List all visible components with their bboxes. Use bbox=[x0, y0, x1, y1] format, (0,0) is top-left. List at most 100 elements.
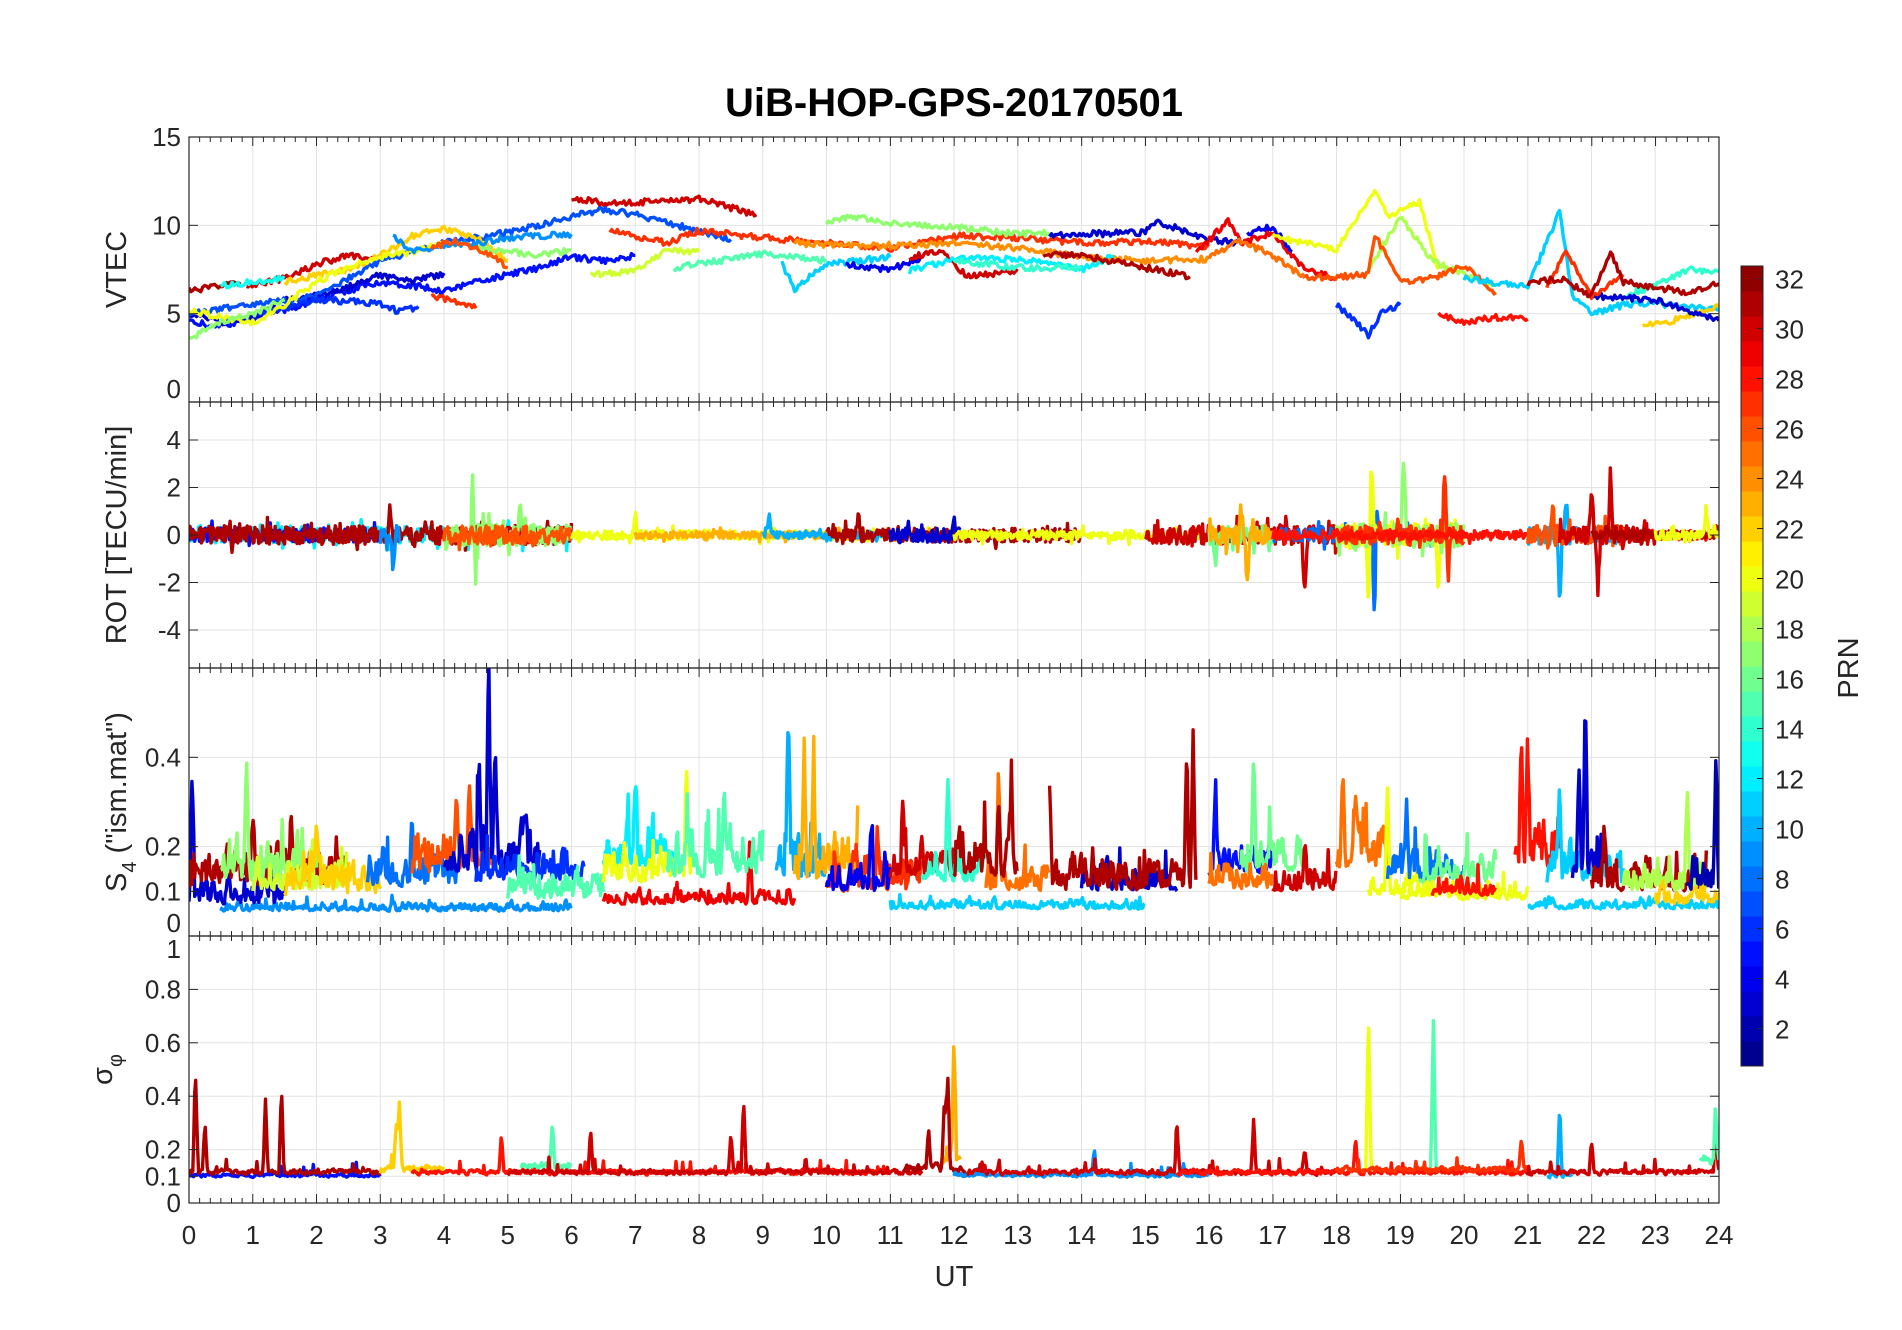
x-tick-label: 5 bbox=[501, 1220, 515, 1250]
colorbar-swatch-prn-11 bbox=[1741, 791, 1763, 817]
colorbar-swatch-prn-9 bbox=[1741, 841, 1763, 867]
series-line-prn-25 bbox=[1334, 778, 1389, 869]
y-axis-label-s4: S4 ("ism.mat") bbox=[101, 712, 141, 892]
colorbar-tick-label: 6 bbox=[1775, 915, 1789, 945]
y-tick-label: 0.4 bbox=[145, 1081, 181, 1111]
x-tick-label: 15 bbox=[1131, 1220, 1160, 1250]
series-line-prn-11 bbox=[1527, 895, 1719, 911]
series-group bbox=[189, 1019, 1719, 1180]
colorbar-tick-label: 14 bbox=[1775, 715, 1804, 745]
x-tick-label: 11 bbox=[877, 1220, 904, 1250]
x-tick-label: 6 bbox=[564, 1220, 578, 1250]
series-line-prn-30 bbox=[888, 799, 956, 879]
colorbar-tick-label: 16 bbox=[1775, 665, 1804, 695]
series-line-prn-20 bbox=[601, 770, 694, 884]
series-line-prn-29 bbox=[601, 840, 797, 906]
series-line-prn-15 bbox=[672, 249, 827, 273]
series-line-prn-8 bbox=[1385, 797, 1466, 882]
series-line-prn-15 bbox=[1698, 1107, 1719, 1166]
series-line-prn-2 bbox=[1685, 759, 1719, 891]
colorbar-swatch-prn-12 bbox=[1741, 766, 1763, 792]
x-tick-label: 14 bbox=[1067, 1220, 1096, 1250]
x-tick-label: 23 bbox=[1641, 1220, 1670, 1250]
colorbar-swatch-prn-6 bbox=[1741, 916, 1763, 942]
series-line-prn-31 bbox=[1042, 250, 1191, 281]
y-tick-label: -4 bbox=[158, 615, 181, 645]
series-line-prn-28 bbox=[1437, 311, 1529, 326]
colorbar-swatch-prn-22 bbox=[1741, 516, 1763, 542]
colorbar-swatch-prn-14 bbox=[1741, 716, 1763, 742]
x-tick-label: 18 bbox=[1322, 1220, 1351, 1250]
colorbar-swatch-prn-23 bbox=[1741, 491, 1763, 517]
series-line-prn-30 bbox=[571, 194, 758, 218]
series-line-prn-30 bbox=[1271, 844, 1338, 893]
colorbar-swatch-prn-21 bbox=[1741, 541, 1763, 567]
y-label-text: σ bbox=[87, 1067, 119, 1085]
colorbar-swatch-prn-19 bbox=[1741, 591, 1763, 617]
colorbar-swatch-prn-1 bbox=[1741, 1041, 1763, 1067]
y-tick-label: 0.6 bbox=[145, 1028, 181, 1058]
colorbar-tick-label: 32 bbox=[1775, 265, 1804, 295]
series-line-prn-17 bbox=[220, 761, 319, 883]
colorbar-swatch-prn-25 bbox=[1741, 441, 1763, 467]
x-tick-label: 0 bbox=[182, 1220, 196, 1250]
colorbar-swatch-prn-3 bbox=[1741, 991, 1763, 1017]
series-line-prn-22 bbox=[1642, 303, 1719, 328]
y-axis-label-vtec: VTEC bbox=[101, 231, 133, 308]
colorbar-tick-label: 10 bbox=[1775, 815, 1804, 845]
y-tick-label: 0.2 bbox=[145, 832, 181, 862]
colorbar-swatch-prn-16 bbox=[1741, 666, 1763, 692]
colorbar-swatch-prn-20 bbox=[1741, 566, 1763, 592]
x-axis-label: UT bbox=[935, 1261, 974, 1293]
series-line-prn-31 bbox=[902, 1076, 968, 1175]
y-tick-label: 0.2 bbox=[145, 1135, 181, 1165]
series-line-prn-9 bbox=[952, 1149, 1210, 1179]
series-line-prn-11 bbox=[888, 892, 1146, 911]
colorbar-label: PRN bbox=[1833, 637, 1865, 698]
colorbar-tick-label: 28 bbox=[1775, 365, 1804, 395]
colorbar-swatch-prn-18 bbox=[1741, 616, 1763, 642]
series-line-prn-22 bbox=[283, 824, 382, 897]
x-tick-label: 16 bbox=[1195, 1220, 1224, 1250]
series-line-prn-27 bbox=[430, 293, 478, 310]
colorbar-tick-label: 22 bbox=[1775, 515, 1804, 545]
series-line-prn-5 bbox=[189, 1160, 382, 1180]
series-line-prn-17 bbox=[189, 297, 286, 340]
series-line-prn-9 bbox=[378, 523, 402, 572]
series-line-prn-3 bbox=[442, 668, 542, 874]
series-line-prn-24 bbox=[793, 238, 1211, 266]
series-line-prn-27 bbox=[1334, 1139, 1530, 1174]
series-line-prn-15 bbox=[519, 1125, 573, 1171]
series-line-prn-30 bbox=[1526, 1125, 1719, 1177]
series-line-prn-27 bbox=[1545, 249, 1625, 301]
x-tick-label: 21 bbox=[1513, 1220, 1542, 1250]
series-line-prn-6 bbox=[1334, 301, 1402, 340]
y-label-text: S bbox=[101, 873, 133, 892]
series-line-prn-9 bbox=[219, 893, 573, 913]
series-line-prn-12 bbox=[601, 785, 675, 869]
series-line-prn-30 bbox=[506, 1104, 924, 1177]
series-line-prn-22 bbox=[283, 224, 509, 286]
x-tick-label: 2 bbox=[309, 1220, 323, 1250]
colorbar-swatch-prn-5 bbox=[1741, 941, 1763, 967]
colorbar-swatch-prn-15 bbox=[1741, 691, 1763, 717]
colorbar-swatch-prn-2 bbox=[1741, 1016, 1763, 1042]
series-line-prn-3 bbox=[189, 779, 287, 906]
y-axis-label-rot: ROT [TECU/min] bbox=[101, 426, 133, 645]
series-line-prn-25 bbox=[1207, 851, 1274, 891]
series-line-prn-15 bbox=[665, 791, 765, 879]
colorbar-swatch-prn-26 bbox=[1741, 416, 1763, 442]
series-line-prn-23 bbox=[1207, 503, 1274, 582]
y-tick-label: 0.4 bbox=[145, 742, 181, 772]
panel-s4: 00.10.20.4S4 ("ism.mat") bbox=[101, 667, 1720, 938]
colorbar-swatch-prn-13 bbox=[1741, 741, 1763, 767]
y-tick-label: 4 bbox=[167, 425, 181, 455]
colorbar-swatch-prn-28 bbox=[1741, 366, 1763, 392]
colorbar-tick-label: 20 bbox=[1775, 565, 1804, 595]
series-line-prn-9 bbox=[392, 230, 573, 255]
series-line-prn-16 bbox=[1417, 831, 1498, 884]
panel-rot: -4 -2 0 2 4 ROT [TECU/min] bbox=[101, 401, 1720, 669]
